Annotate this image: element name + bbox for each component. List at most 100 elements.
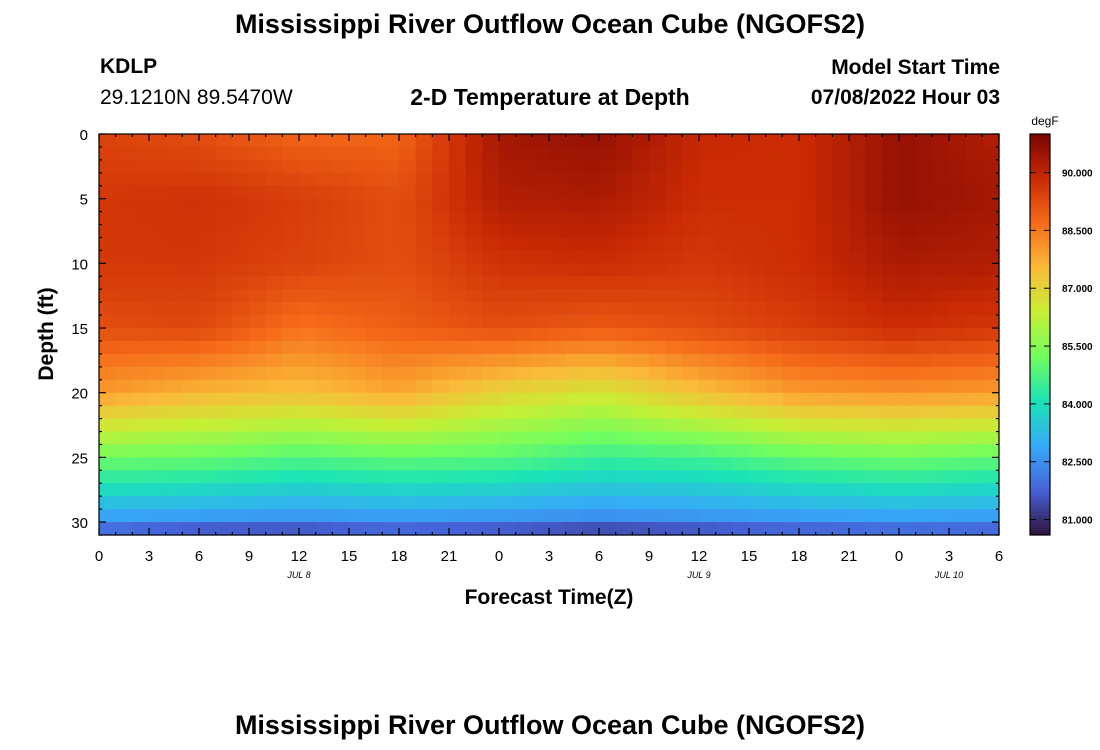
- heatmap-cell: [182, 198, 200, 213]
- heatmap-cell: [915, 418, 933, 433]
- heatmap-cell: [232, 392, 250, 407]
- heatmap-cell: [99, 224, 117, 239]
- heatmap-cell: [749, 444, 767, 458]
- heatmap-cell: [965, 328, 983, 342]
- heatmap-cell: [865, 483, 883, 497]
- heatmap-cell: [432, 172, 450, 187]
- heatmap-cell: [132, 263, 150, 277]
- heatmap-cell: [399, 263, 417, 277]
- heatmap-cell: [815, 146, 833, 161]
- heatmap-cell: [99, 457, 117, 471]
- heatmap-cell: [849, 146, 867, 161]
- heatmap-cell: [249, 483, 267, 497]
- heatmap-cell: [199, 146, 217, 161]
- heatmap-cell: [282, 379, 300, 394]
- heatmap-cell: [99, 302, 117, 316]
- heatmap-cell: [499, 483, 517, 497]
- heatmap-cell: [199, 483, 217, 497]
- heatmap-cell: [665, 134, 683, 148]
- heatmap-cell: [482, 353, 500, 368]
- heatmap-cell: [982, 340, 1000, 355]
- x-tick-label: 21: [841, 548, 858, 565]
- heatmap-cell: [715, 211, 733, 226]
- heatmap-cell: [449, 315, 467, 329]
- heatmap-cell: [232, 444, 250, 458]
- heatmap-cell: [599, 146, 617, 161]
- heatmap-cell: [415, 146, 433, 161]
- heatmap-cell: [265, 328, 283, 342]
- heatmap-cell: [699, 315, 717, 329]
- heatmap-cell: [849, 366, 867, 381]
- heatmap-cell: [665, 379, 683, 394]
- heatmap-cell: [132, 366, 150, 381]
- heatmap-cell: [799, 418, 817, 433]
- heatmap-cell: [632, 172, 650, 187]
- heatmap-cell: [882, 483, 900, 497]
- heatmap-cell: [182, 250, 200, 264]
- heatmap-cell: [399, 302, 417, 316]
- heatmap-cell: [899, 405, 917, 420]
- heatmap-cell: [749, 263, 767, 277]
- heatmap-cell: [149, 134, 167, 148]
- heatmap-cell: [582, 457, 600, 471]
- heatmap-cell: [632, 224, 650, 239]
- heatmap-cell: [815, 483, 833, 497]
- heatmap-cell: [715, 418, 733, 433]
- heatmap-cell: [715, 276, 733, 290]
- heatmap-cell: [265, 431, 283, 446]
- heatmap-cell: [749, 496, 767, 510]
- heatmap-cell: [665, 237, 683, 252]
- heatmap-cell: [215, 328, 233, 342]
- heatmap-cell: [132, 328, 150, 342]
- heatmap-cell: [132, 276, 150, 290]
- heatmap-cell: [732, 211, 750, 226]
- heatmap-cell: [749, 328, 767, 342]
- heatmap-cell: [665, 366, 683, 381]
- heatmap-cell: [515, 134, 533, 148]
- heatmap-cell: [815, 134, 833, 148]
- heatmap-cell: [932, 328, 950, 342]
- heatmap-cell: [915, 198, 933, 213]
- heatmap-cell: [732, 431, 750, 446]
- heatmap-cell: [765, 237, 783, 252]
- heatmap-cell: [882, 509, 900, 523]
- heatmap-cell: [732, 379, 750, 394]
- heatmap-cell: [349, 496, 367, 510]
- heatmap-cell: [182, 509, 200, 523]
- heatmap-cell: [582, 237, 600, 252]
- heatmap-cell: [599, 276, 617, 290]
- heatmap-cell: [532, 496, 550, 510]
- temperature-depth-heatmap: 0 3 6 9 12 15 18 21 0 3 6 9 12 15 18 21 0 3 6 051015202530…: [35, 114, 1093, 609]
- heatmap-cell: [165, 276, 183, 290]
- heatmap-cell: [382, 263, 400, 277]
- heatmap-cell: [682, 276, 700, 290]
- heatmap-cell: [882, 353, 900, 368]
- heatmap-cell: [699, 379, 717, 394]
- heatmap-cell: [382, 353, 400, 368]
- heatmap-cell: [282, 302, 300, 316]
- heatmap-cell: [449, 237, 467, 252]
- heatmap-cell: [582, 315, 600, 329]
- heatmap-cell: [749, 250, 767, 264]
- heatmap-cell: [332, 418, 350, 433]
- heatmap-cell: [482, 185, 500, 200]
- heatmap-cell: [232, 470, 250, 484]
- heatmap-cell: [615, 522, 633, 536]
- colorbar-tick-label: 85.500: [1062, 342, 1093, 353]
- heatmap-cell: [565, 353, 583, 368]
- heatmap-cell: [415, 522, 433, 536]
- heatmap-cell: [882, 457, 900, 471]
- heatmap-cell: [182, 444, 200, 458]
- heatmap-cell: [632, 146, 650, 161]
- heatmap-cell: [282, 509, 300, 523]
- heatmap-cell: [115, 159, 133, 174]
- heatmap-cell: [932, 211, 950, 226]
- heatmap-cell: [615, 418, 633, 433]
- heatmap-cell: [582, 392, 600, 407]
- heatmap-cell: [382, 185, 400, 200]
- heatmap-cell: [549, 315, 567, 329]
- heatmap-cell: [565, 418, 583, 433]
- heatmap-cell: [399, 522, 417, 536]
- heatmap-cell: [499, 418, 517, 433]
- heatmap-cell: [665, 198, 683, 213]
